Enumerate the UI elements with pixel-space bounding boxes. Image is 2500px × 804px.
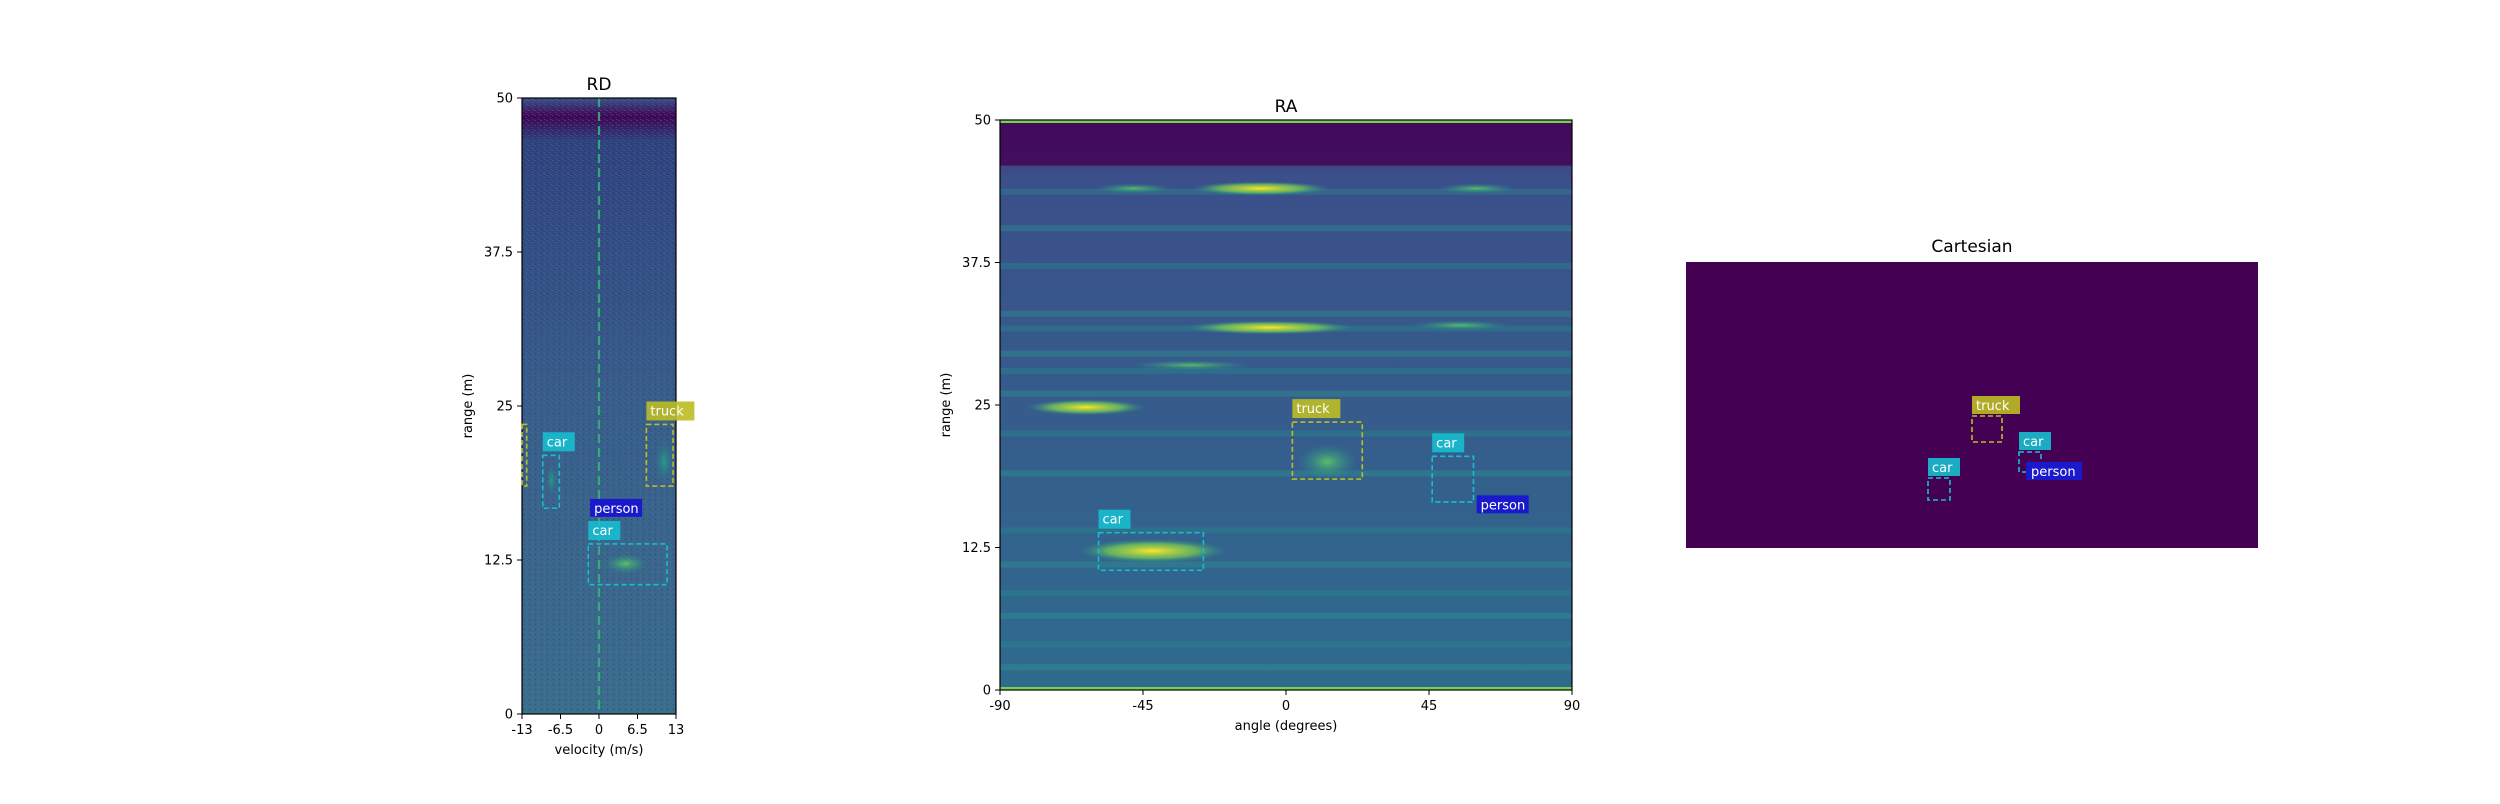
cartesian-truck-label: truck — [1976, 399, 2010, 414]
rd-ytick-label: 25 — [496, 400, 513, 415]
rd-xtick-label: 13 — [668, 723, 685, 738]
ra-title: RA — [1275, 97, 1298, 117]
rd-xtick-label: 0 — [595, 723, 603, 738]
rd-signal-blob — [603, 553, 648, 574]
cartesian-person-label: person — [2031, 465, 2076, 480]
ra-edge-line — [1000, 687, 1572, 690]
ra-range-streak — [1000, 641, 1572, 648]
ra-range-streak — [1000, 262, 1572, 269]
ra-chart: RA -90 -45 0 45 90 0 12.5 25 37.5 50 car truck car p… — [939, 97, 1580, 734]
ra-range-streak — [1000, 310, 1572, 317]
ra-signal-blob — [1093, 183, 1174, 194]
cartesian-chart: Cartesian truck car car person — [1686, 237, 2258, 548]
rd-title: RD — [587, 75, 612, 95]
rd-ytick-label: 37.5 — [484, 246, 513, 261]
rd-xtick-label: -13 — [511, 723, 532, 738]
ra-range-streak — [1000, 590, 1572, 597]
rd-chart: RD -13 -6.5 0 6.5 13 0 12.5 25 37.5 50 car person c… — [461, 75, 695, 758]
ra-ytick-label: 0 — [983, 684, 991, 699]
rd-ytick-label: 12.5 — [484, 554, 513, 569]
ra-ytick-label: 25 — [974, 399, 991, 414]
rd-signal-blob — [654, 439, 675, 484]
ra-range-streak — [1000, 430, 1572, 437]
ra-truck-label-bg — [1292, 399, 1341, 419]
ra-signal-blob — [1297, 444, 1358, 480]
rd-partial-box — [521, 423, 528, 487]
ra-person-label: person — [1481, 498, 1526, 513]
rd-ylabel: range (m) — [461, 374, 476, 439]
rd-ytick-label: 0 — [505, 708, 513, 723]
ra-range-streak — [1000, 664, 1572, 671]
cartesian-car-box — [1927, 477, 1951, 501]
ra-car-box — [1431, 455, 1475, 503]
rd-truck-label-bg — [646, 401, 695, 421]
rd-car-label: car — [592, 524, 613, 539]
ra-xlabel: angle (degrees) — [1235, 719, 1338, 734]
ra-car-label: car — [1436, 436, 1457, 451]
rd-xlabel: velocity (m/s) — [555, 743, 644, 758]
cartesian-car-label-bg — [1928, 458, 1960, 476]
ra-far-range-band — [1000, 120, 1572, 166]
ra-range-streak — [1000, 470, 1572, 477]
ra-signal-blob — [1025, 399, 1146, 416]
ra-signal-blob — [1077, 538, 1228, 563]
ra-signal-blob — [1130, 360, 1251, 371]
ra-signal-blob — [1185, 320, 1356, 335]
ra-truck-box — [1291, 421, 1364, 480]
ra-car-label-bg — [1098, 509, 1131, 529]
ra-signal-blob — [1436, 183, 1517, 194]
ra-ylabel: range (m) — [939, 373, 954, 438]
ra-range-streak — [1000, 527, 1572, 534]
ra-range-streak — [1000, 390, 1572, 397]
ra-signal-blob — [1190, 181, 1331, 196]
ra-range-streak — [1000, 367, 1572, 374]
ra-truck-label: truck — [1296, 402, 1330, 417]
ra-range-streak — [1000, 225, 1572, 232]
rd-truck-box — [645, 423, 674, 487]
ra-xtick-label: -90 — [989, 699, 1010, 714]
ra-ytick-label: 12.5 — [962, 541, 991, 556]
rd-xtick-label: -6.5 — [548, 723, 573, 738]
rd-car-box — [587, 543, 668, 586]
cartesian-truck-label-bg — [1972, 396, 2020, 414]
ra-xtick-label: 0 — [1282, 699, 1290, 714]
cartesian-car-label: car — [2023, 435, 2044, 450]
rd-truck-label: truck — [650, 404, 684, 419]
rd-car-label-bg — [588, 520, 621, 540]
rd-ytick-label: 50 — [496, 92, 513, 107]
ra-xtick-label: 45 — [1421, 699, 1438, 714]
cartesian-person-label-bg — [2026, 462, 2082, 480]
ra-car-box — [1097, 531, 1205, 572]
cartesian-car-label-bg — [2019, 432, 2051, 450]
cartesian-car-label: car — [1932, 461, 1953, 476]
ra-xtick-label: -45 — [1132, 699, 1153, 714]
ra-car-label: car — [1103, 513, 1124, 528]
rd-person-label: person — [594, 502, 639, 517]
rd-car-label-bg — [542, 432, 575, 452]
ra-range-streak — [1000, 612, 1572, 619]
rd-car-box — [541, 454, 561, 510]
cartesian-title: Cartesian — [1931, 237, 2012, 257]
rd-car-label: car — [547, 435, 568, 450]
rd-signal-blob — [545, 463, 558, 496]
ra-edge-line — [1000, 120, 1572, 123]
cartesian-truck-box — [1971, 415, 2003, 443]
ra-car-label-bg — [1432, 433, 1465, 453]
ra-person-label-bg — [1476, 495, 1529, 514]
ra-ytick-label: 50 — [974, 114, 991, 129]
ra-ytick-label: 37.5 — [962, 256, 991, 271]
ra-range-streak — [1000, 350, 1572, 357]
ra-range-streak — [1000, 561, 1572, 568]
ra-signal-blob — [1410, 320, 1511, 331]
ra-xtick-label: 90 — [1564, 699, 1581, 714]
rd-person-label-bg — [590, 498, 643, 517]
rd-xtick-label: 6.5 — [627, 723, 648, 738]
